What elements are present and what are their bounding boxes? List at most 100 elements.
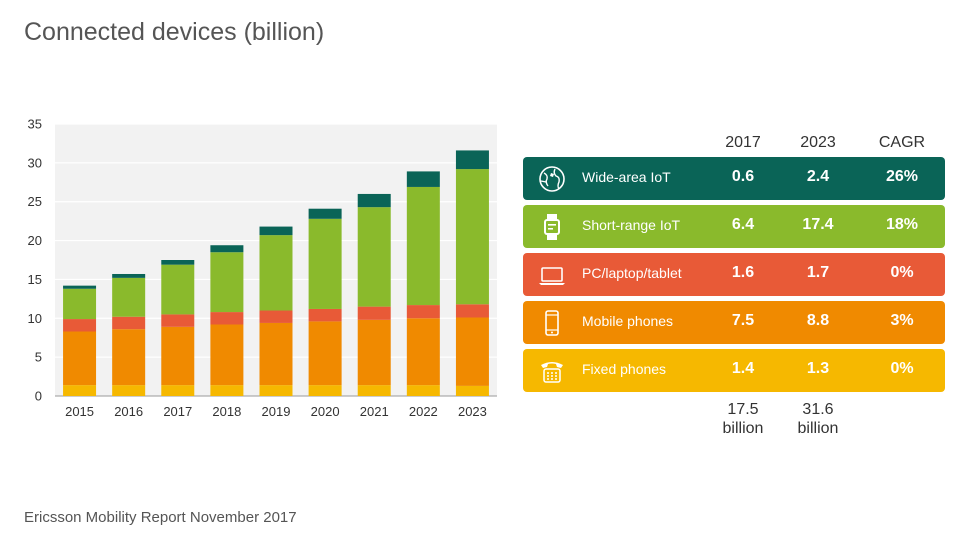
total-2023: 31.6 billion (778, 400, 858, 438)
header-2023: 2023 (800, 134, 836, 151)
bar-segment (259, 322, 293, 386)
value-cagr: 18% (885, 216, 919, 233)
value-2017: 1.4 (731, 360, 755, 377)
value-2023: 2.4 (806, 168, 830, 185)
bar-segment (210, 245, 244, 253)
bar-segment (259, 310, 293, 323)
y-tick-label: 25 (28, 194, 42, 209)
bar-segment (357, 193, 391, 208)
bar-segment (406, 385, 440, 396)
row-fixed-phones: Fixed phones 1.4 1.3 0% (523, 349, 945, 392)
bar-segment (455, 169, 489, 305)
x-tick-label: 2020 (311, 404, 340, 419)
y-tick-label: 15 (28, 272, 42, 287)
y-tick-label: 0 (35, 389, 42, 404)
value-2017: 6.4 (731, 216, 755, 233)
value-cagr: 0% (890, 360, 914, 377)
bar-segment (406, 186, 440, 306)
bar-segment (259, 226, 293, 236)
row-pc-laptop-tablet: PC/laptop/tablet 1.6 1.7 0% (523, 253, 945, 296)
bar-segment (406, 171, 440, 187)
total-2017: 17.5 billion (703, 400, 783, 438)
bar-segment (210, 312, 244, 325)
row-label: Mobile phones (582, 313, 674, 329)
value-cagr: 0% (890, 264, 914, 281)
bar-segment (357, 207, 391, 307)
bar-segment (112, 277, 146, 317)
bar-segment (161, 385, 195, 396)
y-axis-ticks: 0 5 10 15 20 25 30 35 (28, 117, 42, 404)
smartwatch-icon (537, 212, 567, 242)
bar-segment (357, 385, 391, 396)
bar-segment (161, 260, 195, 265)
bar-segment (112, 273, 146, 278)
bar-segment (308, 208, 342, 219)
x-tick-label: 2019 (262, 404, 291, 419)
bar-segment (357, 306, 391, 320)
y-tick-label: 10 (28, 311, 42, 326)
bar-segment (259, 235, 293, 311)
bar-segment (63, 288, 97, 320)
y-tick-label: 35 (28, 117, 42, 132)
value-cagr: 26% (885, 168, 919, 185)
header-2017: 2017 (725, 134, 761, 151)
x-tick-label: 2023 (458, 404, 487, 419)
bar-segment (357, 319, 391, 386)
bar-segment (161, 264, 195, 315)
total-2017-value: 17.5 (727, 401, 759, 418)
bar-segment (63, 319, 97, 332)
row-label: Wide-area IoT (582, 169, 671, 185)
source-footer: Ericsson Mobility Report November 2017 (24, 509, 297, 526)
bar-segment (161, 326, 195, 386)
bar-segment (406, 318, 440, 386)
y-tick-label: 5 (35, 350, 42, 365)
bar-segment (308, 321, 342, 386)
x-tick-label: 2016 (114, 404, 143, 419)
bar-segment (63, 285, 97, 289)
bar-segment (210, 252, 244, 313)
desk-phone-icon (537, 356, 567, 386)
x-tick-label: 2015 (65, 404, 94, 419)
bar-segment (308, 308, 342, 322)
bar-segment (455, 304, 489, 318)
x-tick-label: 2018 (212, 404, 241, 419)
bar-segment (63, 385, 97, 396)
value-2023: 17.4 (802, 216, 834, 233)
bars (63, 150, 489, 396)
value-2023: 1.7 (806, 264, 830, 281)
y-tick-label: 20 (28, 233, 42, 248)
value-2017: 7.5 (731, 312, 755, 329)
header-cagr: CAGR (878, 134, 926, 151)
value-2017: 1.6 (731, 264, 755, 281)
x-tick-label: 2022 (409, 404, 438, 419)
bar-segment (455, 317, 489, 386)
bar-segment (161, 314, 195, 327)
chart-title: Connected devices (billion) (24, 18, 325, 46)
globe-icon (537, 164, 567, 194)
value-2023: 1.3 (806, 360, 830, 377)
row-label: PC/laptop/tablet (582, 265, 682, 281)
bar-segment (308, 385, 342, 396)
row-short-range-iot: Short-range IoT 6.4 17.4 18% (523, 205, 945, 248)
bar-segment (259, 385, 293, 396)
total-2023-unit: billion (797, 420, 839, 437)
value-2017: 0.6 (731, 168, 755, 185)
laptop-icon (537, 260, 567, 290)
x-axis-ticks: 2015 2016 2017 2018 2019 2020 2021 2022 2023 (65, 404, 487, 419)
bar-segment (112, 316, 146, 330)
bar-segment (63, 331, 97, 386)
total-2017-unit: billion (722, 420, 764, 437)
bar-segment (406, 305, 440, 319)
row-mobile-phones: Mobile phones 7.5 8.8 3% (523, 301, 945, 344)
row-label: Fixed phones (582, 361, 667, 377)
value-2023: 8.8 (806, 312, 830, 329)
y-tick-label: 30 (28, 155, 42, 170)
bar-segment (210, 324, 244, 386)
total-2023-value: 31.6 (802, 401, 834, 418)
row-wide-area-iot: Wide-area IoT 0.6 2.4 26% (523, 157, 945, 200)
value-cagr: 3% (890, 312, 914, 329)
x-tick-label: 2017 (163, 404, 192, 419)
bar-segment (308, 218, 342, 309)
x-tick-label: 2021 (360, 404, 389, 419)
